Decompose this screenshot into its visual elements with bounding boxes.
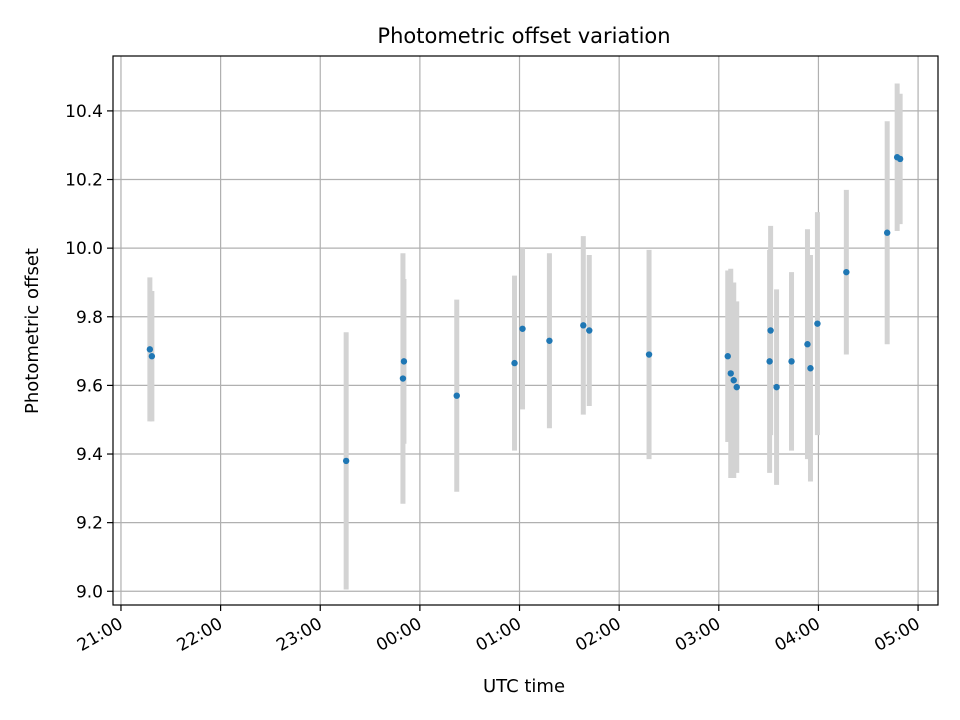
plot-frame	[112, 55, 939, 606]
data-point	[883, 229, 891, 236]
data-point	[896, 155, 904, 163]
y-tick-label: 10.0	[65, 239, 103, 259]
y-tick-label: 9.8	[76, 308, 103, 328]
data-point	[399, 375, 407, 382]
data-point	[511, 359, 518, 367]
data-point	[767, 327, 774, 334]
y-tick-label: 9.0	[76, 582, 103, 602]
data-point	[773, 383, 780, 391]
data-point	[148, 353, 156, 360]
data-point	[843, 268, 850, 276]
data-point	[724, 353, 731, 360]
data-point	[519, 325, 526, 332]
data-point	[342, 457, 350, 465]
data-point	[546, 337, 553, 344]
chart-title: Photometric offset variation	[377, 24, 670, 48]
y-axis-ticks: 9.0 9.2 9.4 9.6 9.8 10.0 10.2 10.4	[65, 102, 113, 602]
x-gridlines	[120, 56, 919, 605]
data-point	[645, 351, 653, 358]
data-point	[400, 358, 408, 365]
y-tick-label: 9.2	[76, 514, 103, 534]
data-point	[788, 358, 795, 365]
y-tick-label: 10.4	[65, 102, 103, 122]
data-point	[586, 327, 593, 334]
data-point	[804, 341, 811, 348]
y-axis-title: Photometric offset	[22, 248, 43, 414]
data-point	[807, 365, 814, 372]
data-point	[727, 370, 734, 377]
data-point	[733, 383, 740, 391]
data-point	[146, 346, 154, 353]
y-tick-label: 9.6	[76, 376, 103, 396]
data-point	[814, 320, 821, 327]
data-points	[146, 154, 904, 465]
y-tick-label: 10.2	[65, 171, 103, 191]
y-tick-label: 9.4	[76, 445, 103, 465]
data-point	[580, 322, 587, 329]
x-axis-title: UTC time	[483, 676, 565, 697]
y-gridlines	[113, 110, 938, 592]
data-point	[766, 358, 773, 365]
data-point	[730, 377, 737, 384]
data-point	[453, 392, 460, 399]
